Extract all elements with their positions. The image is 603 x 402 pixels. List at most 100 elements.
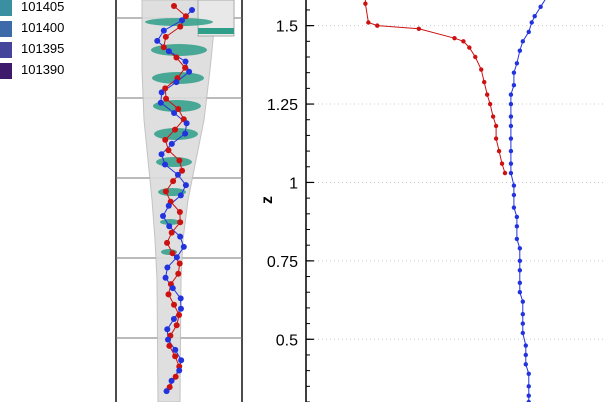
red-series-point bbox=[502, 170, 508, 176]
contour-disc bbox=[151, 44, 207, 56]
contour-disc bbox=[153, 100, 201, 112]
blue-particle bbox=[177, 192, 184, 199]
blue-series-point bbox=[526, 29, 531, 35]
blue-series-point bbox=[532, 14, 537, 19]
legend-swatch bbox=[0, 42, 12, 58]
blue-particle bbox=[180, 243, 187, 250]
y-axis-label: z bbox=[259, 196, 276, 204]
blue-particle bbox=[158, 151, 165, 158]
blue-series-point bbox=[511, 205, 517, 210]
blue-series-point bbox=[508, 161, 514, 166]
red-particle bbox=[182, 13, 189, 20]
blue-particle bbox=[157, 99, 164, 106]
blue-series-point bbox=[517, 48, 523, 53]
blue-series-point bbox=[526, 399, 531, 402]
red-series-point bbox=[452, 35, 457, 41]
y-tick-label: 1.25 bbox=[267, 97, 298, 114]
blue-particle bbox=[165, 202, 172, 209]
blue-particle bbox=[162, 274, 169, 281]
blue-particle bbox=[171, 110, 178, 116]
blue-series-point bbox=[523, 352, 528, 358]
blue-particle bbox=[177, 305, 184, 312]
blue-particle bbox=[183, 120, 190, 127]
blue-series-point bbox=[520, 39, 526, 44]
blue-particle bbox=[164, 326, 171, 333]
red-particle bbox=[164, 239, 171, 246]
blue-series-point bbox=[514, 224, 520, 229]
blue-series-point bbox=[523, 343, 528, 348]
blue-particle bbox=[162, 161, 169, 168]
red-series-point bbox=[493, 123, 499, 129]
blue-particle bbox=[164, 336, 171, 343]
blue-series-point bbox=[517, 258, 523, 264]
blue-particle bbox=[182, 58, 189, 65]
red-particle bbox=[172, 373, 179, 380]
blue-particle bbox=[154, 37, 161, 44]
legend-label: 101405 bbox=[21, 0, 65, 14]
red-particle bbox=[176, 209, 183, 215]
red-particle bbox=[176, 260, 183, 267]
z-profile-chart: 0.5 0.75 1 1.25 1.5 z bbox=[259, 0, 603, 402]
red-particle bbox=[163, 95, 170, 102]
blue-series-point bbox=[520, 299, 526, 304]
blue-series-point bbox=[508, 136, 514, 141]
red-particle bbox=[172, 126, 179, 133]
red-series-line bbox=[364, 0, 506, 174]
blue-particle bbox=[182, 182, 189, 189]
red-series-point bbox=[375, 23, 380, 28]
legend-swatch bbox=[0, 0, 12, 16]
red-particle bbox=[162, 85, 169, 92]
y-tick-label: 1 bbox=[289, 175, 298, 192]
blue-series-point bbox=[511, 83, 517, 88]
blue-particle bbox=[173, 254, 180, 261]
blue-series-point bbox=[511, 183, 517, 188]
blue-particle bbox=[164, 264, 171, 271]
legend-label: 101400 bbox=[21, 20, 65, 35]
blue-particle bbox=[166, 223, 173, 230]
blue-series-point bbox=[517, 290, 523, 295]
red-particle bbox=[170, 178, 177, 185]
legend-label: 101395 bbox=[21, 41, 65, 56]
blue-series-point bbox=[508, 101, 514, 107]
blue-particle bbox=[160, 27, 167, 34]
blue-series-point bbox=[508, 170, 514, 176]
particle-paths bbox=[154, 3, 195, 395]
red-series-point bbox=[366, 20, 371, 25]
red-particle bbox=[166, 342, 173, 349]
legend-item: 101405 bbox=[0, 0, 110, 18]
nozzle-body bbox=[141, 0, 215, 402]
blue-series-point bbox=[517, 268, 523, 273]
blue-particle bbox=[173, 79, 180, 86]
red-particle bbox=[162, 33, 169, 40]
red-particle bbox=[165, 147, 172, 154]
blue-series-point bbox=[523, 362, 528, 367]
red-series-point bbox=[473, 54, 478, 60]
blue-series-point bbox=[511, 192, 517, 198]
red-series-point bbox=[496, 148, 502, 154]
y-tick-label: 0.5 bbox=[276, 332, 298, 349]
red-particle bbox=[173, 54, 180, 61]
blue-series-point bbox=[511, 70, 517, 75]
y-tick-label: 0.75 bbox=[267, 254, 298, 271]
red-particle bbox=[171, 3, 177, 9]
blue-particle bbox=[178, 357, 185, 364]
red-particle bbox=[165, 291, 172, 298]
blue-series-point bbox=[508, 148, 514, 154]
blue-particle bbox=[179, 17, 186, 24]
red-series-point bbox=[484, 92, 490, 97]
blue-series-point bbox=[514, 214, 520, 220]
legend-swatch bbox=[0, 21, 12, 37]
red-particle bbox=[176, 157, 183, 164]
blue-series-point bbox=[526, 393, 531, 398]
red-particle bbox=[168, 229, 175, 236]
blue-series-point bbox=[508, 123, 514, 129]
red-particle bbox=[182, 64, 189, 71]
blue-particle bbox=[158, 89, 165, 96]
blue-particle bbox=[160, 213, 167, 219]
red-particle bbox=[179, 167, 186, 174]
blue-series-point bbox=[514, 236, 520, 242]
simulation-visualization bbox=[115, 0, 243, 402]
y-axis-ticks: 0.5 0.75 1 1.25 1.5 bbox=[267, 9, 314, 402]
blue-particle bbox=[182, 130, 189, 137]
red-series-point bbox=[487, 101, 493, 107]
